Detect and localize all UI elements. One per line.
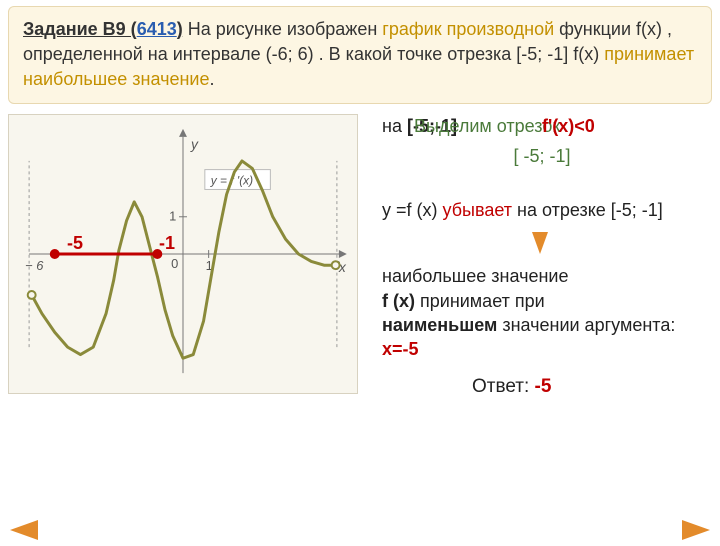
svg-text:0: 0 <box>171 255 178 270</box>
content-area: − 66101yxy = f '(x) -5 -1 на [-5;-1] Выд… <box>0 114 720 400</box>
concl-fx: f (x) <box>382 291 420 311</box>
line1-red: f'(x)<0 <box>542 116 595 136</box>
answer-label: Ответ: <box>472 376 529 397</box>
svg-text:− 6: − 6 <box>25 257 44 272</box>
line1-overlap: Выделим отрезок <box>414 114 560 138</box>
task-header: Задание B9 (6413) На рисунке изображен г… <box>8 6 712 104</box>
svg-text:y: y <box>190 135 199 151</box>
graph-panel: − 66101yxy = f '(x) -5 -1 <box>8 114 358 394</box>
explanation-panel: на [-5;-1] Выделим отрезок f'(x)<0 [ -5;… <box>358 114 720 400</box>
task-hl-1: график производной <box>382 19 554 39</box>
line2-red: убывает <box>443 200 512 220</box>
task-text-1: На рисунке изображен <box>183 19 383 39</box>
prev-arrow-icon[interactable] <box>10 520 38 540</box>
line2-a: y =f (x) <box>382 200 443 220</box>
task-period: . <box>209 69 214 89</box>
line1-a: на <box>382 116 407 136</box>
arrow-down-icon <box>532 232 548 254</box>
answer-value: -5 <box>529 376 551 397</box>
concl-min: наименьшем <box>382 315 497 335</box>
line1b-green: [ -5; -1] <box>513 146 570 166</box>
conclusion: наибольшее значение f (x) принимает при … <box>382 264 702 361</box>
answer-line: Ответ: -5 <box>472 374 702 400</box>
task-title-prefix: Задание B9 ( <box>23 19 137 39</box>
concl-3: значении аргумента: <box>497 315 675 335</box>
line2-b: на отрезке [-5; -1] <box>512 200 663 220</box>
line-2: y =f (x) убывает на отрезке [-5; -1] <box>382 198 702 222</box>
concl-2: принимает при <box>420 291 545 311</box>
next-arrow-icon[interactable] <box>682 520 710 540</box>
task-id-link[interactable]: 6413 <box>137 19 177 39</box>
svg-text:1: 1 <box>169 208 176 223</box>
concl-x: x=-5 <box>382 339 419 359</box>
concl-1: наибольшее значение <box>382 266 568 286</box>
line-1b: [ -5; -1] <box>382 144 702 168</box>
derivative-graph: − 66101yxy = f '(x) <box>9 115 357 393</box>
label-minus-5: -5 <box>67 233 83 254</box>
label-minus-1: -1 <box>159 233 175 254</box>
line-1: на [-5;-1] Выделим отрезок f'(x)<0 <box>382 114 702 138</box>
nav-bar <box>0 520 720 540</box>
